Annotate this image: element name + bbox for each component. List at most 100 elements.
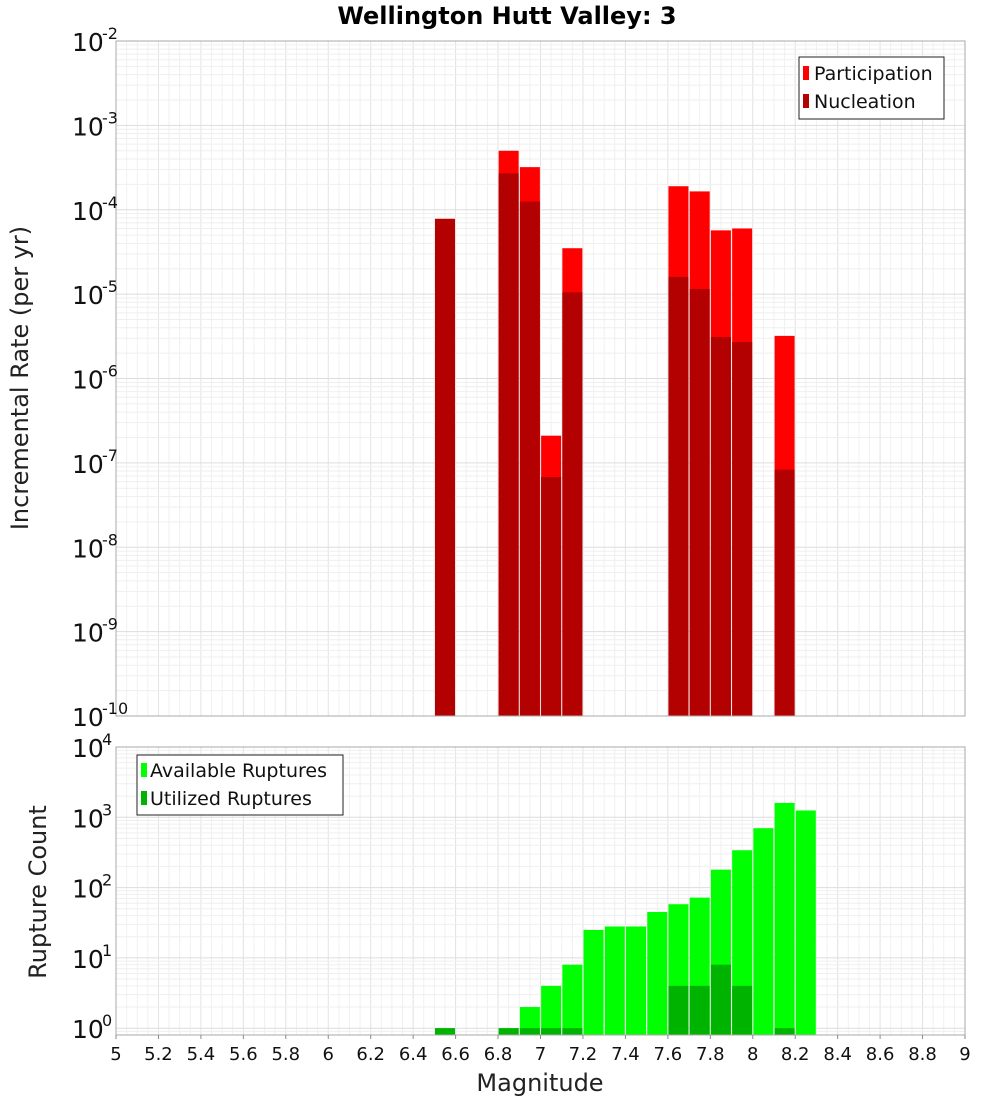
nucleation-legend-label: Nucleation	[814, 91, 916, 113]
bottom-y-tick-label: 10	[72, 804, 104, 833]
top-legend-box	[798, 56, 945, 120]
top-plot-border	[115, 40, 966, 717]
participation-legend-label: Participation	[814, 63, 933, 85]
x-tick-label: 7.4	[611, 1044, 640, 1065]
bottom-primary-bar	[562, 964, 583, 1035]
bottom-y-axis-label: Rupture Count	[24, 805, 52, 979]
bottom-primary-bar	[626, 926, 647, 1035]
top-secondary-bar	[689, 289, 710, 716]
top-y-tick-label: 10	[72, 281, 104, 310]
top-y-tick-exponent: -4	[102, 193, 118, 212]
x-tick-label: 9	[959, 1044, 970, 1065]
top-y-tick-exponent: -3	[102, 108, 118, 127]
bottom-secondary-bar	[498, 1028, 519, 1035]
utilized-legend-swatch	[141, 791, 147, 805]
bottom-legend-box	[136, 754, 344, 816]
x-tick-label: 7.8	[696, 1044, 725, 1065]
chart-title: Wellington Hutt Valley: 3	[337, 2, 676, 30]
x-tick-label: 5	[110, 1044, 121, 1065]
top-bars	[434, 150, 795, 717]
x-tick-label: 7.2	[569, 1044, 598, 1065]
top-y-tick-label: 10	[72, 197, 104, 226]
x-tick-label: 5.4	[187, 1044, 216, 1065]
bottom-y-tick-exponent: 4	[102, 730, 112, 749]
x-tick-label: 8.6	[866, 1044, 895, 1065]
bottom-y-tick-exponent: 1	[102, 941, 112, 960]
x-tick-label: 7.6	[654, 1044, 683, 1065]
top-secondary-bar	[498, 173, 519, 716]
bottom-y-tick-exponent: 2	[102, 871, 112, 890]
bottom-secondary-bar	[710, 964, 731, 1035]
bottom-y-tick-label: 10	[72, 1015, 104, 1044]
bottom-primary-bar	[753, 828, 774, 1035]
top-y-tick-exponent: -8	[102, 530, 118, 549]
bottom-y-tick-exponent: 0	[102, 1011, 112, 1030]
bottom-secondary-bar	[434, 1028, 455, 1035]
x-tick-label: 7	[535, 1044, 546, 1065]
bottom-secondary-bar	[689, 985, 710, 1035]
x-tick-label: 6.2	[356, 1044, 385, 1065]
top-y-tick-exponent: -7	[102, 446, 118, 465]
bottom-y-tick-label: 10	[72, 734, 104, 763]
top-y-tick-exponent: -2	[102, 24, 118, 43]
participation-legend-swatch	[803, 66, 809, 80]
top-y-tick-exponent: -9	[102, 615, 118, 634]
x-tick-label: 8	[747, 1044, 758, 1065]
x-tick-label: 6.6	[441, 1044, 470, 1065]
available-legend-label: Available Ruptures	[150, 760, 327, 782]
x-axis-label: Magnitude	[476, 1069, 603, 1097]
top-y-tick-exponent: -10	[102, 699, 128, 718]
bottom-primary-bar	[519, 1007, 540, 1035]
top-y-axis-label: Incremental Rate (per yr)	[6, 226, 34, 530]
bottom-secondary-bar	[562, 1028, 583, 1035]
top-y-tick-label: 10	[72, 112, 104, 141]
bottom-secondary-bar	[519, 1028, 540, 1035]
x-tick-label: 6.4	[399, 1044, 428, 1065]
top-y-tick-label: 10	[72, 619, 104, 648]
top-y-tick-label: 10	[72, 450, 104, 479]
top-secondary-bar	[710, 337, 731, 716]
bottom-bars	[434, 802, 816, 1035]
bottom-legend: Available Ruptures Utilized Ruptures	[136, 754, 344, 816]
bottom-primary-bar	[541, 985, 562, 1035]
x-tick-label: 6	[323, 1044, 334, 1065]
bottom-primary-bar	[647, 911, 668, 1035]
bottom-secondary-bar	[541, 1028, 562, 1035]
top-secondary-bar	[774, 469, 795, 716]
top-secondary-bar	[668, 276, 689, 716]
top-gridlines	[115, 41, 966, 717]
bottom-primary-bar	[795, 810, 816, 1035]
bottom-secondary-bar	[668, 985, 689, 1035]
top-y-tick-label: 10	[72, 28, 104, 57]
top-y-tick-exponent: -5	[102, 277, 118, 296]
nucleation-legend-swatch	[803, 94, 809, 108]
top-legend: Participation Nucleation	[798, 56, 945, 120]
available-legend-swatch	[141, 763, 147, 777]
top-secondary-bar	[519, 201, 540, 716]
top-secondary-bar	[541, 477, 562, 716]
x-tick-label: 8.4	[823, 1044, 852, 1065]
utilized-legend-label: Utilized Ruptures	[150, 788, 312, 810]
top-y-tick-label: 10	[72, 534, 104, 563]
top-y-tick-exponent: -6	[102, 362, 118, 381]
bottom-primary-bar	[583, 929, 604, 1035]
top-secondary-bar	[732, 342, 753, 716]
bottom-primary-bar	[604, 926, 625, 1035]
bottom-y-tick-exponent: 3	[102, 800, 112, 819]
x-tick-label: 6.8	[484, 1044, 513, 1065]
bottom-y-tick-label: 10	[72, 945, 104, 974]
top-y-tick-label: 10	[72, 703, 104, 732]
bottom-secondary-bar	[732, 985, 753, 1035]
bottom-secondary-bar	[774, 1028, 795, 1035]
x-tick-label: 8.8	[908, 1044, 937, 1065]
top-secondary-bar	[434, 218, 455, 716]
x-tick-label: 8.2	[781, 1044, 810, 1065]
x-tick-label: 5.8	[271, 1044, 300, 1065]
x-tick-labels: 5 5.2 5.4 5.6 5.8 6 6.2 6.4 6.6 6.8 7 7.2 7.4 7.6 7.8 8…	[110, 1035, 971, 1065]
top-y-tick-label: 10	[72, 366, 104, 395]
